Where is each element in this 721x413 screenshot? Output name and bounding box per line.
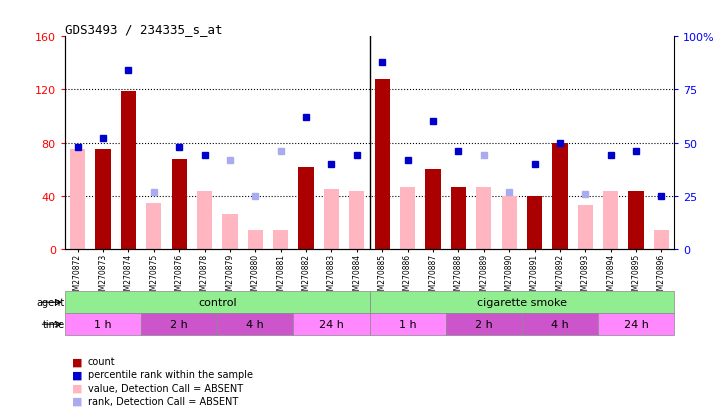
Bar (293, 313, 369, 335)
Bar (197, 191, 212, 249)
Bar (369, 292, 674, 313)
Bar (65, 313, 141, 335)
Text: 4 h: 4 h (551, 319, 569, 330)
Text: 2 h: 2 h (170, 319, 188, 330)
Bar (446, 313, 522, 335)
Text: percentile rank within the sample: percentile rank within the sample (88, 370, 253, 380)
Text: 1 h: 1 h (94, 319, 112, 330)
Text: ■: ■ (72, 370, 83, 380)
Bar (552, 143, 567, 249)
Bar (324, 190, 339, 249)
Bar (522, 313, 598, 335)
Text: 24 h: 24 h (319, 319, 344, 330)
Bar (578, 206, 593, 249)
Bar (502, 197, 517, 249)
Text: time: time (43, 319, 65, 330)
Text: 1 h: 1 h (399, 319, 417, 330)
Text: 2 h: 2 h (475, 319, 492, 330)
Text: count: count (88, 356, 115, 366)
Text: ■: ■ (72, 396, 83, 406)
Bar (217, 313, 293, 335)
Bar (273, 231, 288, 249)
Bar (451, 187, 466, 249)
Bar (298, 167, 314, 249)
Bar (248, 231, 263, 249)
Bar (476, 187, 492, 249)
Bar (95, 150, 110, 249)
Text: 4 h: 4 h (247, 319, 264, 330)
Text: GDS3493 / 234335_s_at: GDS3493 / 234335_s_at (65, 23, 222, 36)
Bar (172, 159, 187, 249)
Bar (603, 191, 619, 249)
Bar (598, 313, 674, 335)
Text: value, Detection Call = ABSENT: value, Detection Call = ABSENT (88, 383, 243, 393)
Text: ■: ■ (72, 356, 83, 366)
Bar (369, 313, 446, 335)
Bar (141, 313, 217, 335)
Bar (146, 203, 162, 249)
Bar (400, 187, 415, 249)
Bar (425, 170, 441, 249)
Text: control: control (198, 297, 236, 308)
Text: rank, Detection Call = ABSENT: rank, Detection Call = ABSENT (88, 396, 238, 406)
Bar (222, 215, 237, 249)
Text: 24 h: 24 h (624, 319, 648, 330)
Text: cigarette smoke: cigarette smoke (477, 297, 567, 308)
Bar (527, 197, 542, 249)
Text: ■: ■ (72, 383, 83, 393)
Bar (375, 80, 390, 249)
Bar (65, 292, 369, 313)
Text: agent: agent (37, 297, 65, 308)
Bar (70, 150, 85, 249)
Bar (349, 191, 364, 249)
Bar (120, 92, 136, 249)
Bar (629, 191, 644, 249)
Bar (654, 231, 669, 249)
